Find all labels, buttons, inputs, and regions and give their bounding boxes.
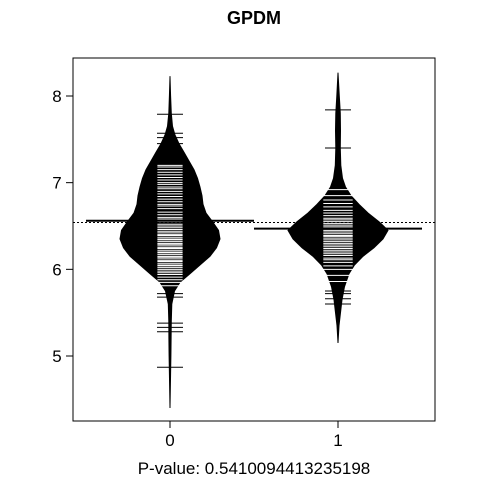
y-tick-label-5: 5 — [52, 347, 61, 366]
bean-1 — [254, 72, 422, 344]
x-axis-label: P-value: 0.5410094413235198 — [138, 459, 371, 478]
x-tick-label-0: 0 — [165, 431, 174, 450]
x-tick-label-1: 1 — [333, 431, 342, 450]
y-tick-label-8: 8 — [52, 87, 61, 106]
y-tick-label-6: 6 — [52, 260, 61, 279]
bean-density-1 — [287, 72, 389, 344]
beans-group — [86, 72, 422, 409]
chart-title: GPDM — [227, 8, 281, 28]
y-axis: 5 6 7 8 — [52, 87, 73, 366]
y-tick-label-7: 7 — [52, 174, 61, 193]
bean-0 — [86, 76, 254, 409]
plot-frame — [72, 57, 436, 422]
